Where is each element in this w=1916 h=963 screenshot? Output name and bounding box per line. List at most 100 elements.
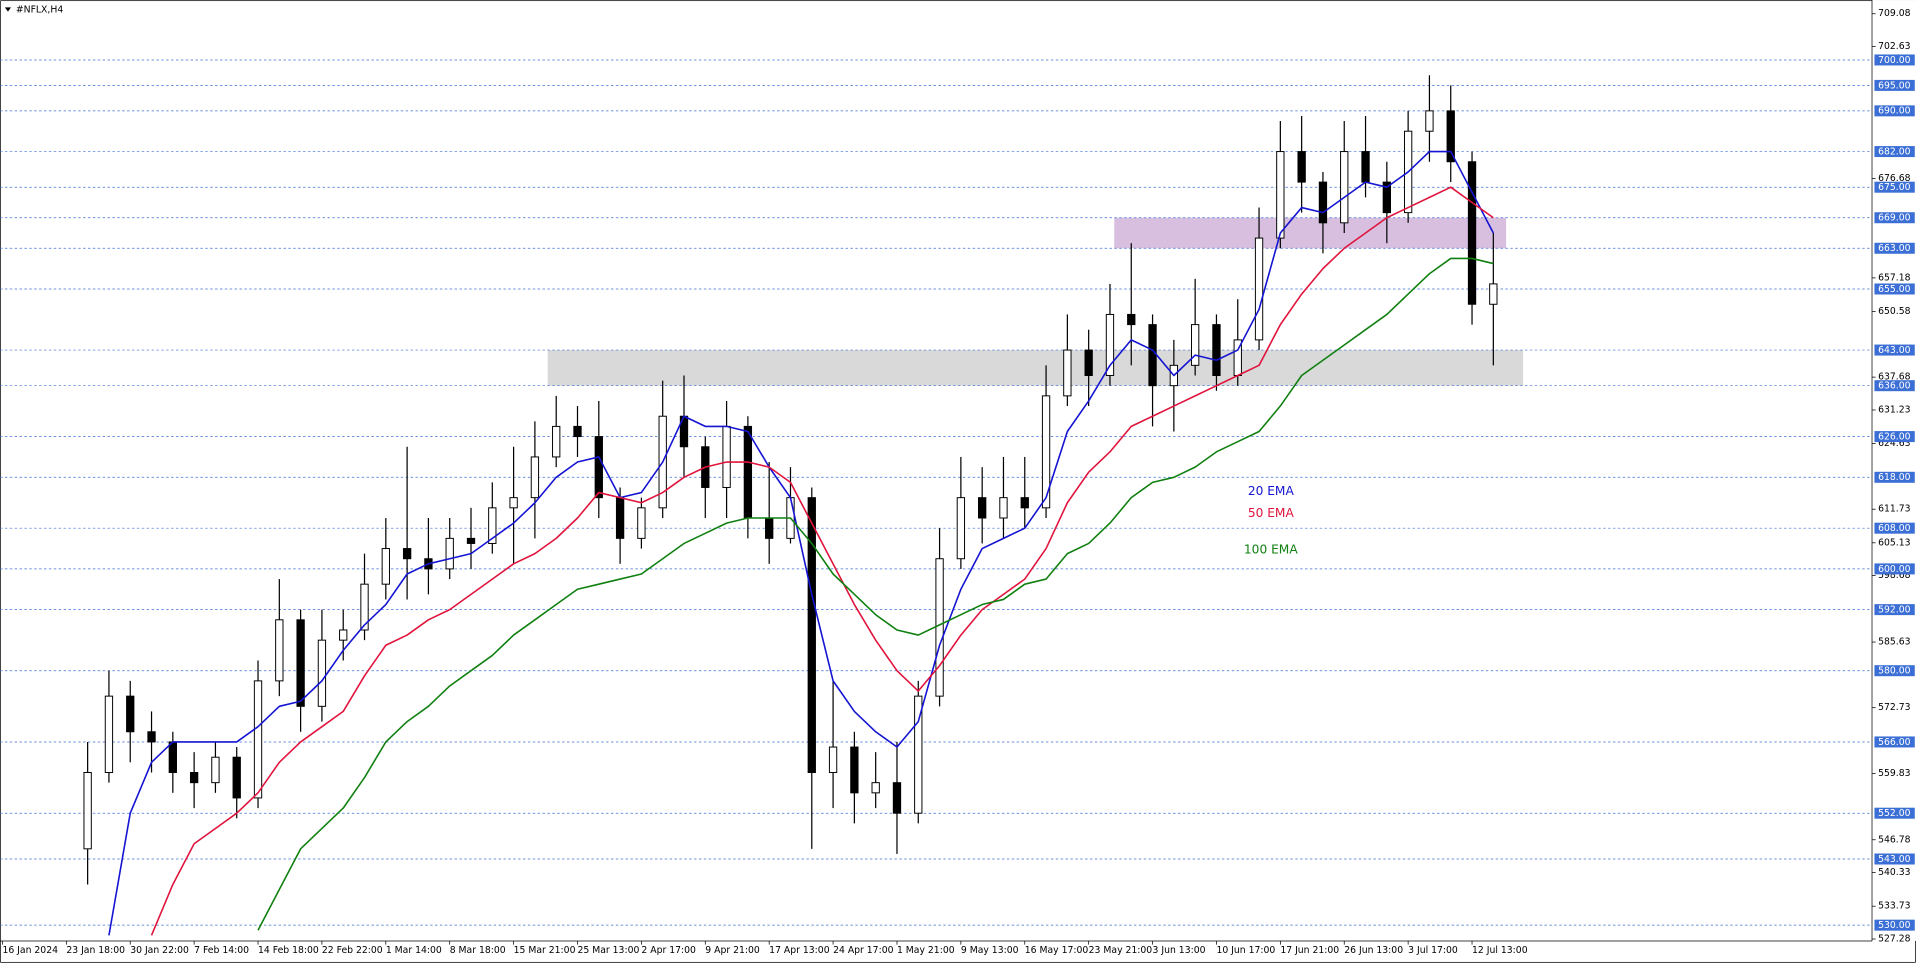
level-tag <box>1874 105 1915 117</box>
candle-body <box>573 425 582 438</box>
price-axis-bg <box>1872 0 1916 941</box>
candle-body <box>765 517 774 539</box>
candle-body <box>445 537 454 570</box>
level-tag <box>1874 736 1915 748</box>
candle-body <box>1041 395 1051 509</box>
x-tick-label: 9 Apr 21:00 <box>705 945 760 956</box>
ema-line <box>108 150 1495 936</box>
level-tag <box>1874 853 1915 865</box>
x-tick-label: 10 Jun 17:00 <box>1216 945 1275 956</box>
candle-body <box>360 583 369 631</box>
candle-body <box>530 456 540 499</box>
x-tick-label: 16 Jan 2024 <box>2 945 58 956</box>
candle-body <box>1190 324 1200 366</box>
level-label: 636.00 <box>1878 381 1911 392</box>
candle-body <box>126 695 135 733</box>
y-tick-label: 598.68 <box>1878 570 1911 581</box>
level-tag <box>1874 242 1915 254</box>
candle-body <box>488 507 497 544</box>
level-label: 618.00 <box>1878 472 1911 483</box>
zone <box>1114 217 1507 249</box>
candle-body <box>552 425 561 458</box>
candle-body <box>935 558 944 697</box>
candle-body <box>914 695 923 814</box>
candle-body <box>999 497 1008 519</box>
level-label: 669.00 <box>1878 213 1911 224</box>
x-tick-label: 1 Mar 14:00 <box>386 945 442 956</box>
candle-body <box>189 771 199 784</box>
y-tick-label: 631.23 <box>1878 404 1911 415</box>
menu-arrow[interactable] <box>4 7 11 12</box>
level-label: 695.00 <box>1878 80 1911 91</box>
level-tag <box>1874 431 1915 443</box>
x-tick-label: 2 Apr 17:00 <box>641 945 696 956</box>
level-tag <box>1874 380 1915 392</box>
level-label: 663.00 <box>1878 243 1911 254</box>
level-label: 655.00 <box>1878 284 1911 295</box>
x-tick-label: 17 Jun 21:00 <box>1280 945 1339 956</box>
candle-body <box>83 771 92 850</box>
candle-body <box>509 497 518 509</box>
y-tick-label: 709.08 <box>1878 8 1911 19</box>
candle-body <box>978 497 987 519</box>
y-tick-label: 540.33 <box>1878 867 1911 878</box>
ema-line <box>150 186 1494 936</box>
level-tag <box>1874 283 1915 295</box>
candle-body <box>1382 181 1391 214</box>
level-label: 580.00 <box>1878 666 1911 677</box>
y-tick-label: 611.73 <box>1878 504 1911 515</box>
candle-body <box>637 507 646 539</box>
candle-body <box>850 746 859 794</box>
legend-label: 50 EMA <box>1248 506 1295 520</box>
candle-body <box>594 436 603 499</box>
y-tick-label: 533.73 <box>1878 901 1911 912</box>
level-label: 608.00 <box>1878 523 1911 534</box>
level-label: 675.00 <box>1878 182 1911 193</box>
x-tick-label: 30 Jan 22:00 <box>130 945 189 956</box>
y-tick-label: 637.68 <box>1878 372 1911 383</box>
candle-body <box>1212 324 1221 376</box>
level-label: 543.00 <box>1878 854 1911 865</box>
plot <box>0 59 1873 936</box>
level-label: 690.00 <box>1878 106 1911 117</box>
y-tick-label: 585.63 <box>1878 637 1911 648</box>
y-tick-label: 657.18 <box>1878 272 1911 283</box>
candle-body <box>381 548 390 585</box>
candle-body <box>1254 237 1264 341</box>
candle-body <box>1020 497 1029 509</box>
x-tick-label: 15 Mar 21:00 <box>514 945 576 956</box>
candle-body <box>871 782 880 794</box>
y-tick-label: 527.28 <box>1878 934 1911 945</box>
candle-body <box>275 619 284 682</box>
level-label: 682.00 <box>1878 146 1911 157</box>
x-tick-label: 3 Jul 17:00 <box>1408 945 1458 956</box>
x-tick-label: 7 Feb 14:00 <box>194 945 249 956</box>
candle-body <box>1276 151 1285 239</box>
level-tag <box>1874 344 1915 356</box>
zone <box>547 350 1524 386</box>
level-tag <box>1874 563 1915 575</box>
level-tag <box>1874 146 1915 158</box>
level-label: 530.00 <box>1878 920 1911 931</box>
level-tag <box>1874 54 1915 66</box>
candle-body <box>1297 151 1306 183</box>
candle-body <box>147 731 156 743</box>
candle-body <box>168 741 177 773</box>
ema-line <box>257 257 1494 931</box>
candle-body <box>339 629 348 641</box>
candle-body <box>402 548 412 560</box>
level-tag <box>1874 604 1915 616</box>
candle-body <box>296 619 305 707</box>
x-tick-label: 3 Jun 13:00 <box>1153 945 1206 956</box>
x-tick-label: 25 Mar 13:00 <box>578 945 640 956</box>
candle-body <box>1148 324 1157 387</box>
level-label: 592.00 <box>1878 604 1911 615</box>
x-tick-label: 16 May 17:00 <box>1025 945 1089 956</box>
chart-title: #NFLX,H4 <box>16 4 63 15</box>
candle-body <box>1340 151 1349 224</box>
legend-label: 100 EMA <box>1244 542 1298 556</box>
level-label: 643.00 <box>1878 345 1911 356</box>
candle-body <box>1063 349 1072 397</box>
